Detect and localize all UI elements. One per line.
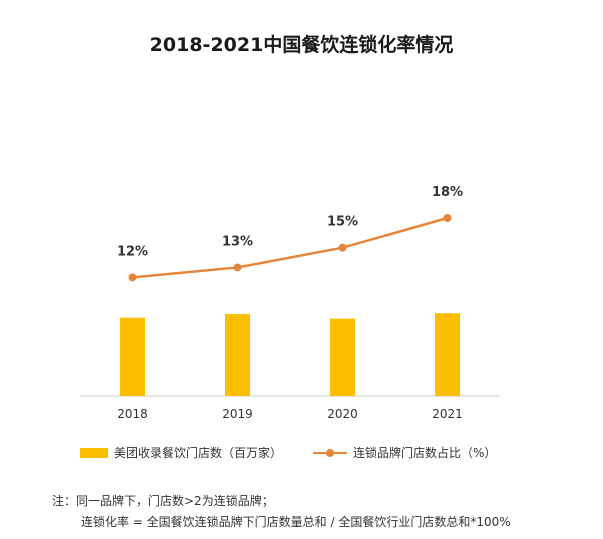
legend-line-swatch [313, 448, 347, 458]
data-label-2020: 15% [327, 215, 358, 230]
line-point-2018 [128, 273, 137, 282]
legend-item-line: 连锁品牌门店数占比（%） [313, 444, 496, 461]
x-tick-label-2021: 2021 [432, 407, 463, 421]
footnote-line-2: 连锁化率 = 全国餐饮连锁品牌下门店数量总和 / 全国餐饮行业门店数总和*100… [81, 515, 511, 529]
legend-line-label: 连锁品牌门店数占比（%） [353, 446, 497, 460]
line-point-2020 [338, 243, 347, 252]
line-series-chain-rate [132, 216, 448, 279]
bar-2021 [435, 313, 460, 396]
x-tick-label-2018: 2018 [117, 407, 148, 421]
x-tick-label-2020: 2020 [327, 407, 358, 421]
data-label-2021: 18% [432, 185, 463, 200]
line-point-2019 [233, 263, 242, 272]
bar-2018 [120, 317, 145, 396]
bar-2020 [330, 318, 355, 396]
footnote: 注：同一品牌下，门店数>2为连锁品牌； 连锁化率 = 全国餐饮连锁品牌下门店数量… [52, 491, 511, 533]
x-tick-label-2019: 2019 [222, 407, 253, 421]
data-label-2018: 12% [117, 244, 148, 259]
footnote-line-1: 注：同一品牌下，门店数>2为连锁品牌； [52, 494, 274, 508]
line-point-2021 [443, 214, 452, 222]
legend-bar-swatch [80, 447, 108, 458]
bar-2019 [225, 314, 250, 396]
chart-legend: 美团收录餐饮门店数（百万家） 连锁品牌门店数占比（%） [0, 444, 603, 462]
legend-item-bar: 美团收录餐饮门店数（百万家） [80, 444, 282, 461]
data-label-2019: 13% [222, 234, 253, 249]
chart-title: 2018-2021中国餐饮连锁化率情况 [149, 34, 454, 56]
legend-bar-label: 美团收录餐饮门店数（百万家） [114, 446, 283, 460]
chart-plot: 2018 2019 2020 2021 12% 13% 15% 18% [80, 185, 500, 421]
